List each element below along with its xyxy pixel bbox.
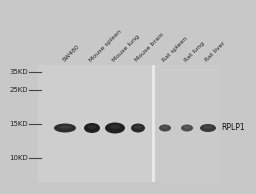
Text: Rat spleen: Rat spleen xyxy=(162,36,188,63)
Ellipse shape xyxy=(105,122,125,133)
Text: Rat liver: Rat liver xyxy=(205,41,227,63)
Ellipse shape xyxy=(162,126,168,128)
Text: SW480: SW480 xyxy=(61,44,80,63)
Ellipse shape xyxy=(54,124,76,133)
Ellipse shape xyxy=(88,125,97,129)
Text: Mouse brain: Mouse brain xyxy=(134,32,165,63)
Ellipse shape xyxy=(200,124,216,132)
Ellipse shape xyxy=(181,125,193,132)
Ellipse shape xyxy=(134,126,142,129)
Text: RPLP1: RPLP1 xyxy=(221,124,245,133)
Bar xyxy=(152,65,155,182)
Bar xyxy=(38,65,152,182)
Ellipse shape xyxy=(110,125,121,129)
Text: 25KD: 25KD xyxy=(9,87,28,93)
Bar xyxy=(155,65,218,182)
Ellipse shape xyxy=(159,125,171,132)
Text: Mouse spleen: Mouse spleen xyxy=(89,29,122,63)
Ellipse shape xyxy=(131,124,145,133)
Text: Rat lung: Rat lung xyxy=(184,41,206,63)
Ellipse shape xyxy=(84,123,100,133)
Text: 35KD: 35KD xyxy=(9,69,28,75)
Text: 15KD: 15KD xyxy=(9,121,28,127)
Bar xyxy=(38,65,218,182)
Ellipse shape xyxy=(59,126,71,129)
Ellipse shape xyxy=(184,126,190,128)
Text: 10KD: 10KD xyxy=(9,155,28,161)
Text: Mouse lung: Mouse lung xyxy=(111,34,141,63)
Ellipse shape xyxy=(204,126,212,129)
